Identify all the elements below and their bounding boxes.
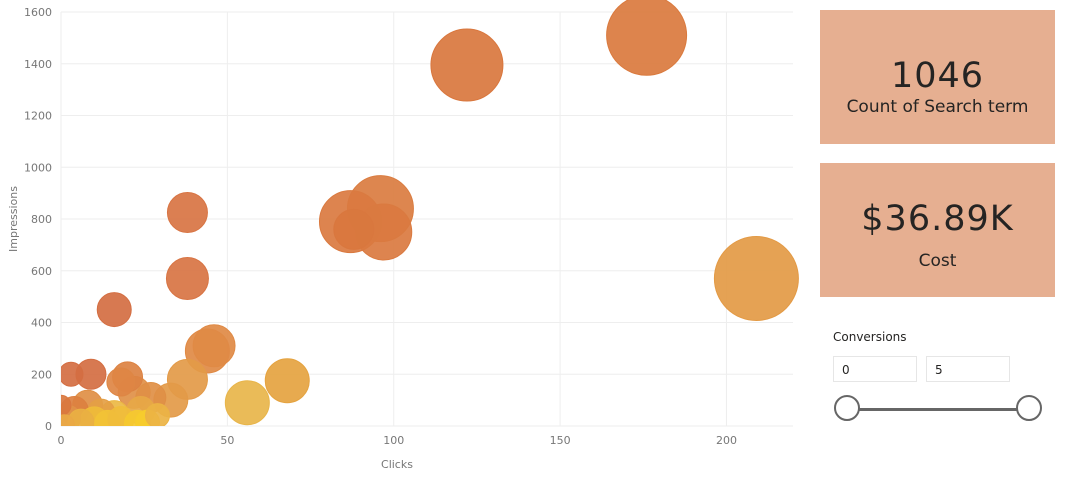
kpi-card-search-term-count[interactable]: 1046 Count of Search term: [820, 10, 1055, 144]
y-axis-title: Impressions: [7, 186, 20, 252]
data-point[interactable]: [166, 192, 208, 234]
data-point[interactable]: [606, 0, 688, 76]
data-point[interactable]: [54, 414, 75, 435]
x-tick-label: 200: [716, 434, 737, 447]
x-tick-label: 150: [550, 434, 571, 447]
y-tick-label: 0: [45, 420, 52, 433]
slider-max-handle[interactable]: [1016, 395, 1042, 421]
slicer-title: Conversions: [833, 330, 907, 344]
data-point[interactable]: [165, 257, 209, 301]
y-tick-label: 800: [31, 213, 52, 226]
data-point[interactable]: [51, 394, 72, 416]
kpi-value: $36.89K: [861, 199, 1014, 239]
bubble-series[interactable]: [51, 0, 799, 436]
slider-min-handle[interactable]: [834, 395, 860, 421]
conversions-range-slicer[interactable]: Conversions 0 5: [833, 330, 1048, 430]
data-point[interactable]: [264, 358, 310, 404]
x-axis-title: Clicks: [381, 458, 413, 471]
x-tick-label: 100: [383, 434, 404, 447]
y-tick-label: 400: [31, 317, 52, 330]
y-tick-label: 1400: [24, 58, 52, 71]
data-point[interactable]: [59, 361, 84, 387]
x-tick-label: 50: [220, 434, 234, 447]
y-tick-label: 200: [31, 368, 52, 381]
data-point[interactable]: [96, 292, 132, 328]
range-max-input[interactable]: 5: [926, 356, 1010, 382]
data-point[interactable]: [713, 236, 799, 322]
data-point[interactable]: [192, 324, 236, 368]
kpi-card-cost[interactable]: $36.89K Cost: [820, 163, 1055, 297]
scatter-chart[interactable]: 0 200 400 600 800 1000 1200 1400 1600 0 50 100 150 20…: [0, 0, 800, 478]
bubble-chart-visual[interactable]: 0 200 400 600 800 1000 1200 1400 1600 0 50 100 150 20…: [0, 0, 800, 478]
y-tick-label: 1200: [24, 110, 52, 123]
range-min-input[interactable]: 0: [833, 356, 917, 382]
y-tick-label: 1600: [24, 6, 52, 19]
kpi-value: 1046: [890, 56, 985, 96]
kpi-label: Count of Search term: [846, 97, 1029, 117]
kpi-label: Cost: [918, 251, 957, 271]
data-point[interactable]: [333, 208, 375, 250]
x-tick-label: 0: [58, 434, 65, 447]
slider-track[interactable]: [847, 408, 1029, 411]
data-point[interactable]: [224, 380, 270, 426]
y-tick-label: 1000: [24, 161, 52, 174]
y-tick-label: 600: [31, 265, 52, 278]
data-point[interactable]: [106, 367, 136, 397]
data-point[interactable]: [430, 28, 504, 102]
data-point[interactable]: [144, 403, 170, 428]
